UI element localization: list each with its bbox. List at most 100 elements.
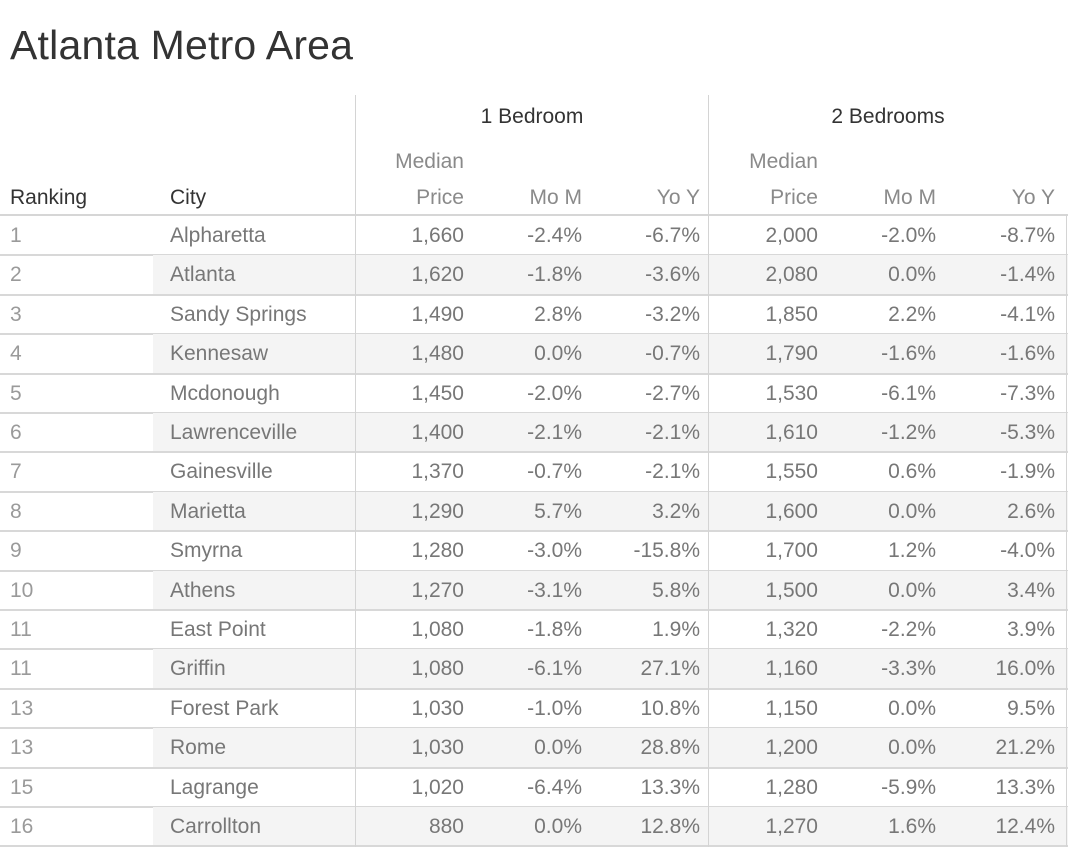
row-divider bbox=[0, 490, 1068, 493]
city-cell: Alpharetta bbox=[170, 224, 266, 247]
row-band bbox=[153, 570, 1068, 610]
2br-median-price-cell: 1,200 bbox=[765, 736, 818, 760]
city-cell: Smyrna bbox=[170, 539, 243, 563]
2br-yoy-cell: 9.5% bbox=[1007, 696, 1055, 720]
2br-yoy-cell: -8.7% bbox=[1000, 224, 1055, 247]
1br-yoy-cell: -3.2% bbox=[645, 302, 700, 326]
1br-mom-cell: 5.7% bbox=[534, 499, 582, 523]
2br-mom-cell: 0.0% bbox=[888, 263, 936, 287]
1br-median-price-cell: 1,290 bbox=[411, 499, 464, 523]
row-band bbox=[153, 491, 1068, 532]
table-row: 16 Carrollton 880 0.0% 12.8% 1,270 1.6% 12.4% bbox=[0, 807, 1068, 847]
2br-mom-cell: -5.9% bbox=[881, 775, 936, 799]
1br-mom-cell: 0.0% bbox=[534, 736, 582, 760]
header-mom-2: Mo M bbox=[883, 186, 937, 209]
2br-median-price-cell: 1,550 bbox=[765, 460, 818, 484]
2br-median-price-cell: 1,790 bbox=[765, 342, 818, 366]
city-cell: Mcdonough bbox=[170, 381, 280, 405]
2br-yoy-cell: -4.0% bbox=[1000, 539, 1055, 563]
table-row: 11 East Point 1,080 -1.8% 1.9% 1,320 -2.2% 3.9% bbox=[0, 610, 1068, 651]
row-band bbox=[153, 334, 1068, 374]
2br-mom-cell: 0.0% bbox=[888, 578, 936, 602]
table-row: 7 Gainesville 1,370 -0.7% -2.1% 1,550 0.6% -1.9… bbox=[0, 452, 1068, 493]
1br-yoy-cell: 28.8% bbox=[640, 736, 700, 760]
table-row: 6 Lawrenceville 1,400 -2.1% -2.1% 1,610 -1.2% -… bbox=[0, 413, 1068, 454]
city-cell: Gainesville bbox=[170, 460, 273, 484]
row-divider bbox=[0, 569, 1068, 572]
rank-cell: 9 bbox=[10, 539, 22, 563]
2br-yoy-cell: -1.4% bbox=[1000, 263, 1055, 287]
header-divider bbox=[0, 214, 1068, 216]
2br-yoy-cell: 12.4% bbox=[995, 815, 1055, 838]
1br-median-price-cell: 1,620 bbox=[411, 263, 464, 287]
1br-median-price-cell: 1,030 bbox=[411, 736, 464, 760]
1br-mom-cell: -6.4% bbox=[527, 775, 582, 799]
2br-mom-cell: 0.0% bbox=[888, 736, 936, 760]
1br-yoy-cell: -6.7% bbox=[645, 224, 700, 247]
rank-cell: 6 bbox=[10, 421, 22, 444]
1br-median-price-cell: 1,660 bbox=[411, 224, 464, 247]
row-divider bbox=[0, 687, 1068, 690]
city-cell: Athens bbox=[170, 578, 236, 602]
column-divider-1 bbox=[355, 95, 356, 847]
2br-mom-cell: -3.3% bbox=[881, 657, 936, 681]
1br-mom-cell: -1.8% bbox=[527, 263, 582, 287]
rank-cell: 11 bbox=[10, 657, 32, 681]
row-divider bbox=[0, 805, 1068, 808]
header-city: City bbox=[170, 186, 207, 209]
1br-yoy-cell: 1.9% bbox=[652, 618, 700, 641]
rank-cell: 2 bbox=[10, 263, 22, 287]
1br-yoy-cell: -2.1% bbox=[645, 421, 700, 444]
1br-median-price-cell: 1,370 bbox=[411, 460, 464, 484]
2br-mom-cell: -2.0% bbox=[881, 224, 936, 247]
row-divider bbox=[0, 372, 1068, 375]
1br-mom-cell: 0.0% bbox=[534, 342, 582, 366]
header-yoy-2: Yo Y bbox=[1011, 186, 1055, 209]
city-cell: Forest Park bbox=[170, 696, 279, 720]
2br-median-price-cell: 1,270 bbox=[765, 815, 818, 838]
rank-cell: 4 bbox=[10, 342, 22, 366]
1br-median-price-cell: 1,080 bbox=[411, 618, 464, 641]
table-row: 8 Marietta 1,290 5.7% 3.2% 1,600 0.0% 2.6% bbox=[0, 491, 1068, 533]
row-divider bbox=[0, 530, 1068, 533]
2br-yoy-cell: 3.4% bbox=[1007, 578, 1055, 602]
2br-yoy-cell: 21.2% bbox=[995, 736, 1055, 760]
1br-yoy-cell: -15.8% bbox=[633, 539, 700, 563]
1br-mom-cell: -3.0% bbox=[527, 539, 582, 563]
row-band bbox=[153, 255, 1068, 295]
2br-mom-cell: 1.2% bbox=[888, 539, 936, 563]
2br-yoy-cell: -7.3% bbox=[1000, 381, 1055, 405]
2br-median-price-cell: 1,280 bbox=[765, 775, 818, 799]
city-cell: Kennesaw bbox=[170, 342, 269, 366]
2br-mom-cell: -1.2% bbox=[881, 421, 936, 444]
row-divider bbox=[0, 293, 1068, 296]
2br-mom-cell: 0.0% bbox=[888, 499, 936, 523]
table-row: 13 Forest Park 1,030 -1.0% 10.8% 1,150 0.0% 9.5… bbox=[0, 689, 1068, 730]
1br-median-price-cell: 1,490 bbox=[411, 302, 464, 326]
header-median-2: Median bbox=[749, 150, 818, 173]
1br-mom-cell: -2.0% bbox=[527, 381, 582, 405]
1br-mom-cell: -2.1% bbox=[527, 421, 582, 444]
column-divider-right bbox=[1066, 214, 1067, 847]
city-cell: Carrollton bbox=[170, 815, 262, 838]
2br-median-price-cell: 1,530 bbox=[765, 381, 818, 405]
group-header-2-bedrooms: 2 Bedrooms bbox=[831, 105, 945, 128]
1br-mom-cell: -3.1% bbox=[527, 578, 582, 602]
rank-cell: 1 bbox=[10, 224, 22, 247]
city-cell: East Point bbox=[170, 618, 266, 641]
2br-median-price-cell: 1,320 bbox=[765, 618, 818, 641]
1br-median-price-cell: 1,030 bbox=[411, 696, 464, 720]
rank-cell: 8 bbox=[10, 499, 22, 523]
city-cell: Atlanta bbox=[170, 263, 236, 287]
2br-mom-cell: 2.2% bbox=[888, 302, 936, 326]
table-row: 13 Rome 1,030 0.0% 28.8% 1,200 0.0% 21.2% bbox=[0, 728, 1068, 769]
rank-cell: 7 bbox=[10, 460, 22, 484]
1br-yoy-cell: 27.1% bbox=[640, 657, 700, 681]
1br-median-price-cell: 1,400 bbox=[411, 421, 464, 444]
1br-mom-cell: -0.7% bbox=[527, 460, 582, 484]
header-mom-1: Mo M bbox=[529, 186, 583, 209]
page-title: Atlanta Metro Area bbox=[10, 22, 354, 68]
2br-yoy-cell: -5.3% bbox=[1000, 421, 1055, 444]
table-row: 2 Atlanta 1,620 -1.8% -3.6% 2,080 0.0% -1.4% bbox=[0, 255, 1068, 296]
table-row: 4 Kennesaw 1,480 0.0% -0.7% 1,790 -1.6% -1.6% bbox=[0, 334, 1068, 375]
